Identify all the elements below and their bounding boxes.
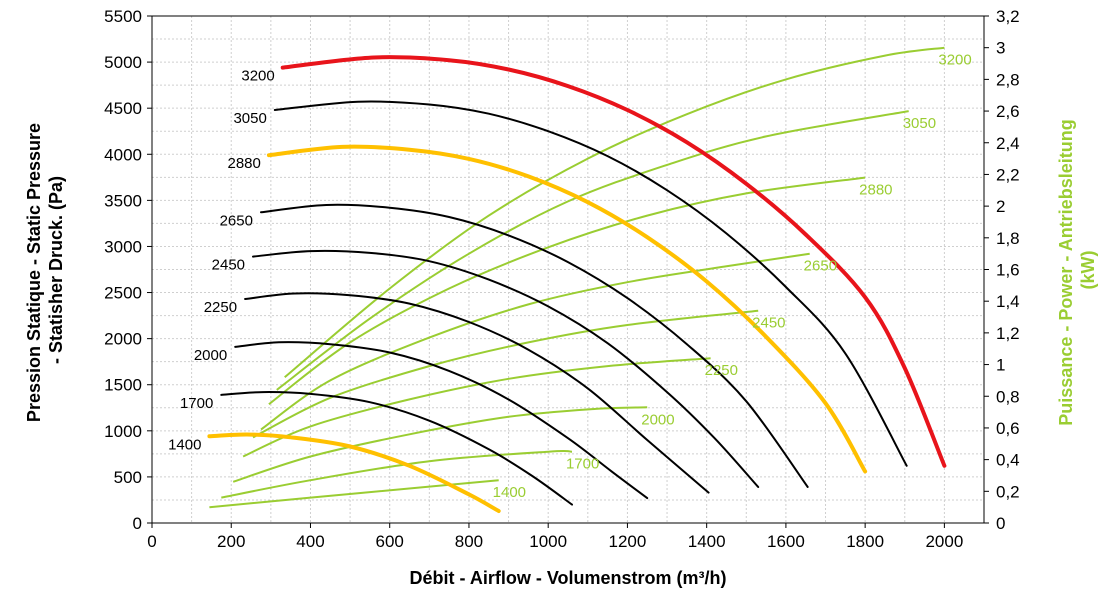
x-tick-label: 800 bbox=[455, 532, 483, 551]
x-axis-ticks: 0 200 400 600 800 1000 1200 1400 1600 1800 2000 bbox=[147, 523, 963, 551]
left-axis-title: Pression Statique - Static Pressure - St… bbox=[24, 118, 66, 422]
right-tick-label: 2,8 bbox=[996, 70, 1020, 89]
pressure-curve-2650 bbox=[260, 203, 809, 488]
x-tick-label: 600 bbox=[376, 532, 404, 551]
right-tick-label: 2,6 bbox=[996, 102, 1020, 121]
pressure-curve-1700 bbox=[220, 391, 573, 506]
right-tick-label: 2,2 bbox=[996, 165, 1020, 184]
power-curve-label-2880: 2880 bbox=[859, 182, 892, 199]
pressure-curve-label-2250: 2250 bbox=[204, 299, 237, 316]
right-axis-title-line1: Puissance - Power - Antriebsleitung bbox=[1056, 119, 1076, 425]
left-tick-label: 4500 bbox=[104, 99, 142, 118]
power-curve-1400 bbox=[209, 479, 499, 509]
pressure-curve-label-3200: 3200 bbox=[241, 68, 274, 85]
power-curve-label-3050: 3050 bbox=[903, 115, 936, 132]
power-curve-label-3200: 3200 bbox=[938, 52, 971, 69]
power-curve-3200 bbox=[284, 46, 945, 378]
pressure-curve-label-1700: 1700 bbox=[180, 395, 213, 412]
x-tick-label: 1400 bbox=[688, 532, 726, 551]
left-axis-title-line1: Pression Statique - Static Pressure bbox=[24, 123, 44, 422]
x-tick-label: 1200 bbox=[609, 532, 647, 551]
power-curves bbox=[209, 46, 945, 509]
left-axis-title-line2: - Statisher Druck. (Pa) bbox=[46, 176, 66, 364]
right-axis-title: Puissance - Power - Antriebsleitung (kW) bbox=[1056, 114, 1098, 425]
pressure-curves bbox=[207, 55, 947, 513]
left-tick-label: 2000 bbox=[104, 330, 142, 349]
x-tick-label: 2000 bbox=[925, 532, 963, 551]
right-tick-label: 0,6 bbox=[996, 419, 1020, 438]
power-curve-label-2250: 2250 bbox=[705, 362, 738, 379]
pressure-curve-2000 bbox=[234, 341, 649, 500]
right-tick-label: 0 bbox=[996, 514, 1005, 533]
power-curve-label-1700: 1700 bbox=[566, 456, 599, 473]
x-tick-label: 200 bbox=[217, 532, 245, 551]
left-tick-label: 5000 bbox=[104, 53, 142, 72]
power-curve-1700 bbox=[221, 449, 573, 499]
pressure-curve-2250 bbox=[244, 292, 710, 494]
power-curve-label-2000: 2000 bbox=[641, 411, 674, 428]
gridlines bbox=[152, 16, 984, 523]
left-tick-label: 3000 bbox=[104, 237, 142, 256]
left-tick-label: 1000 bbox=[104, 422, 142, 441]
x-tick-label: 400 bbox=[296, 532, 324, 551]
x-tick-label: 0 bbox=[147, 532, 156, 551]
right-tick-label: 1 bbox=[996, 356, 1005, 375]
pressure-curve-label-3050: 3050 bbox=[233, 110, 266, 127]
power-curve-2450 bbox=[252, 309, 759, 439]
right-axis-title-line2: (kW) bbox=[1078, 251, 1098, 290]
left-tick-label: 4000 bbox=[104, 145, 142, 164]
right-tick-label: 1,8 bbox=[996, 229, 1020, 248]
right-tick-label: 1,6 bbox=[996, 261, 1020, 280]
curve-labels: 1400 1700 2000 2250 2450 2650 2880 3050 3200 1400… bbox=[168, 52, 972, 502]
right-tick-label: 3,2 bbox=[996, 7, 1020, 26]
right-tick-label: 1,4 bbox=[996, 292, 1020, 311]
pressure-curve-label-2650: 2650 bbox=[220, 212, 253, 229]
power-curve-2880 bbox=[268, 176, 866, 405]
right-axis-ticks: 0 0,2 0,4 0,6 0,8 1 1,2 1,4 1,6 1,8 2 2,2 2,4 2,6 2,8 3… bbox=[984, 7, 1020, 533]
right-tick-label: 3 bbox=[996, 39, 1005, 58]
x-tick-label: 1000 bbox=[529, 532, 567, 551]
power-curve-3050 bbox=[276, 110, 909, 391]
right-tick-label: 0,4 bbox=[996, 451, 1020, 470]
pressure-curve-label-2000: 2000 bbox=[194, 347, 227, 364]
left-tick-label: 2500 bbox=[104, 284, 142, 303]
left-axis-ticks: 0 500 1000 1500 2000 2500 3000 3500 4000 4500 5000… bbox=[104, 7, 152, 533]
power-curve-2250 bbox=[242, 357, 711, 458]
right-tick-label: 0,2 bbox=[996, 482, 1020, 501]
right-tick-label: 2,4 bbox=[996, 134, 1020, 153]
x-axis-title: Débit - Airflow - Volumenstrom (m³/h) bbox=[410, 568, 727, 588]
right-tick-label: 1,2 bbox=[996, 324, 1020, 343]
left-tick-label: 3500 bbox=[104, 191, 142, 210]
pressure-curve-3050 bbox=[273, 100, 908, 467]
pressure-curve-1400 bbox=[207, 432, 501, 513]
x-axis-title-text: Débit - Airflow - Volumenstrom (m³/h) bbox=[410, 568, 727, 588]
pressure-curve-label-2450: 2450 bbox=[212, 257, 245, 274]
pressure-curve-2450 bbox=[252, 249, 760, 488]
left-tick-label: 500 bbox=[114, 468, 142, 487]
left-tick-label: 1500 bbox=[104, 376, 142, 395]
x-tick-label: 1800 bbox=[846, 532, 884, 551]
pressure-curve-2880 bbox=[266, 144, 868, 474]
right-tick-label: 0,8 bbox=[996, 387, 1020, 406]
pressure-curve-label-1400: 1400 bbox=[168, 436, 201, 453]
left-tick-label: 5500 bbox=[104, 7, 142, 26]
pressure-curve-label-2880: 2880 bbox=[228, 155, 261, 172]
pressure-curve-3200 bbox=[280, 55, 947, 468]
right-tick-label: 2 bbox=[996, 197, 1005, 216]
power-curve-label-2450: 2450 bbox=[752, 315, 785, 332]
power-curve-2650 bbox=[260, 252, 810, 431]
power-curve-label-2650: 2650 bbox=[804, 258, 837, 275]
power-curve-label-1400: 1400 bbox=[493, 484, 526, 501]
left-tick-label: 0 bbox=[133, 514, 142, 533]
x-tick-label: 1600 bbox=[767, 532, 805, 551]
